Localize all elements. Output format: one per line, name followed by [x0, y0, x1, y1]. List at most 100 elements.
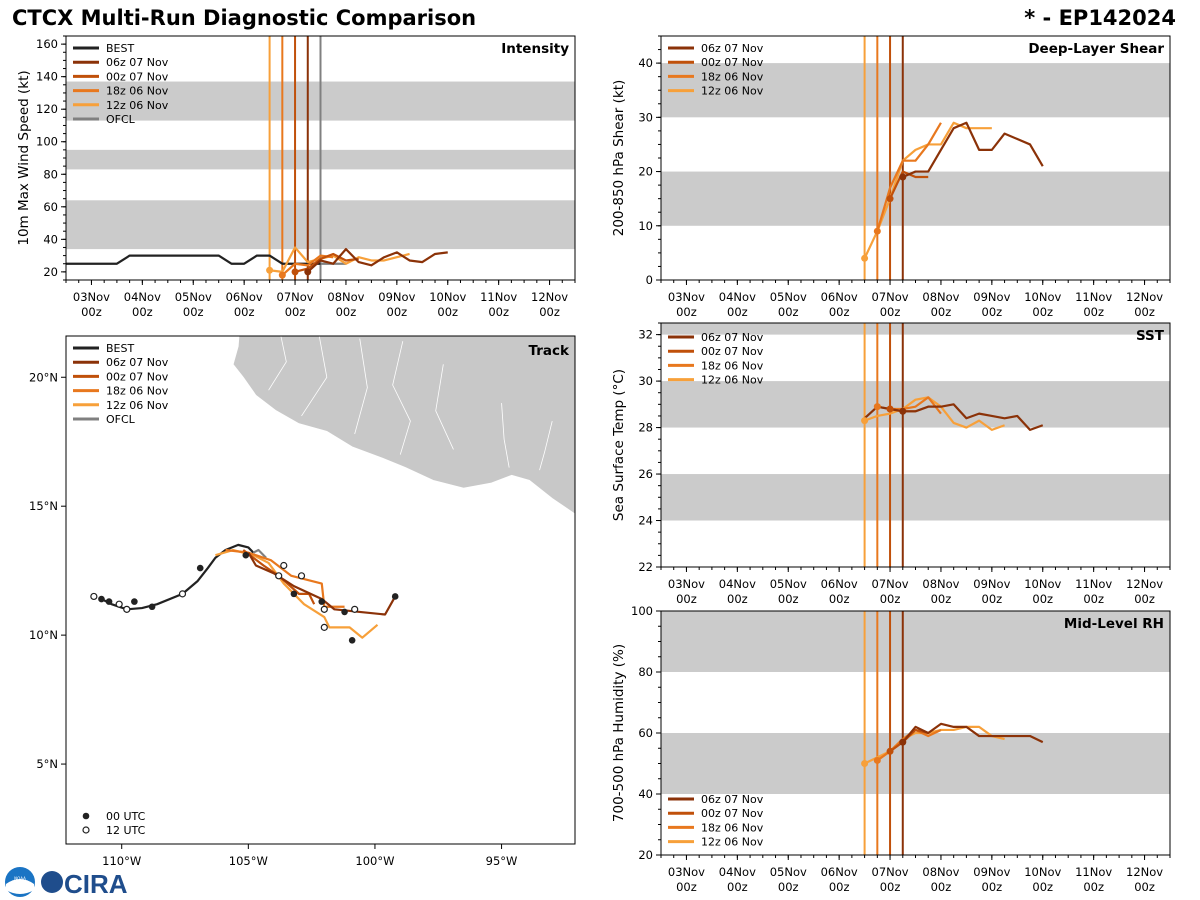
intensity-xtick-label: 00z [285, 305, 306, 319]
shear-init-marker [899, 173, 907, 181]
rh-xtick-label: 10Nov [1024, 865, 1061, 879]
track-series-ofcl [252, 548, 267, 559]
rh-xtick-label: 00z [982, 880, 1003, 894]
noaa-label: NOAA [14, 876, 26, 881]
intensity-series-r06z07 [307, 247, 448, 273]
intensity-init-marker [266, 266, 274, 274]
sst-legend-label: 12z 06 Nov [701, 374, 764, 387]
shear-xtick-label: 06Nov [821, 290, 858, 304]
intensity-legend-label: 18z 06 Nov [106, 85, 169, 98]
track-xtick-label: 100°W [355, 854, 394, 868]
sst-legend-label: 18z 06 Nov [701, 359, 764, 372]
rh-xtick-label: 05Nov [770, 865, 807, 879]
intensity-ytick-label: 20 [43, 265, 58, 279]
track-dot-12utc [297, 572, 306, 580]
shear-legend-label: 12z 06 Nov [701, 85, 764, 98]
sst-xtick-label: 00z [1032, 592, 1053, 606]
track-dot-12utc [275, 572, 283, 580]
sst-xtick-label: 09Nov [973, 577, 1010, 591]
rh-init-marker [873, 756, 881, 764]
track-dot-12utc [320, 605, 328, 613]
intensity-xtick-label: 00z [336, 305, 357, 319]
sst-xtick-label: 00z [931, 592, 952, 606]
track-legend-label-00: 00 UTC [106, 810, 146, 823]
track-legend-label: 06z 07 Nov [106, 356, 169, 369]
sst-xtick-label: 00z [727, 592, 748, 606]
track-ytick-label: 10°N [29, 628, 58, 642]
state-border [301, 336, 328, 417]
rh-xtick-label: 03Nov [668, 865, 705, 879]
rh-xtick-label: 00z [1083, 880, 1104, 894]
sst-xtick-label: 08Nov [922, 577, 959, 591]
intensity-ytick-label: 100 [36, 135, 58, 149]
sst-series-r12z06 [864, 396, 1005, 431]
cira-globe-icon [41, 871, 63, 893]
mexico-landmass [232, 336, 575, 515]
rh-series-r06z07 [901, 722, 1044, 744]
shear-legend-label: 06z 07 Nov [701, 42, 764, 55]
track-dot-12utc [320, 623, 328, 631]
track-dot-12utc [123, 605, 131, 613]
intensity-xtick-label: 05Nov [175, 290, 212, 304]
shear-series-r06z07 [902, 121, 1044, 178]
sst-xtick-label: 00z [880, 592, 901, 606]
shear-xtick-label: 12Nov [1126, 290, 1163, 304]
track-dot-00utc [148, 603, 156, 611]
sst-plot-area [661, 323, 1170, 567]
intensity-xtick-label: 00z [387, 305, 408, 319]
track-dot-12utc [351, 605, 359, 613]
track-dot-00utc [196, 564, 204, 572]
sst-ytick-label: 22 [638, 560, 653, 574]
shear-panel: 01020304003Nov00z04Nov00z05Nov00z06Nov00… [611, 35, 1171, 319]
track-dot-12utc [280, 561, 288, 570]
rh-legend-label: 18z 06 Nov [701, 821, 764, 834]
rh-xtick-label: 00z [676, 880, 697, 894]
shear-xtick-label: 00z [1083, 305, 1104, 319]
intensity-legend-label: 12z 06 Nov [106, 99, 169, 112]
shear-ytick-label: 10 [638, 219, 653, 233]
track-legend-dot-12 [82, 826, 90, 834]
sst-xtick-label: 05Nov [770, 577, 807, 591]
rh-init-marker [899, 738, 907, 746]
shear-init-marker [886, 195, 894, 203]
intensity-xtick-label: 11Nov [480, 290, 517, 304]
rh-xtick-label: 11Nov [1075, 865, 1112, 879]
intensity-legend-label: 06z 07 Nov [106, 56, 169, 69]
intensity-xtick-label: 12Nov [531, 290, 568, 304]
intensity-xtick-label: 08Nov [327, 290, 364, 304]
rh-init-marker [886, 747, 894, 755]
rh-xtick-label: 04Nov [719, 865, 756, 879]
shear-ytick-label: 30 [638, 110, 653, 124]
shear-title: Deep-Layer Shear [1028, 41, 1164, 57]
track-ytick-label: 5°N [36, 757, 58, 771]
intensity-ytick-label: 120 [36, 102, 58, 116]
cira-logo: CIRA [64, 869, 128, 899]
rh-xtick-label: 00z [829, 880, 850, 894]
track-xtick-label: 110°W [102, 854, 141, 868]
sst-title: SST [1136, 328, 1165, 344]
shear-xtick-label: 00z [829, 305, 850, 319]
rh-plot-area [661, 611, 1170, 855]
shear-xtick-label: 09Nov [973, 290, 1010, 304]
intensity-xtick-label: 00z [183, 305, 204, 319]
track-legend-label: 12z 06 Nov [106, 399, 169, 412]
rh-ytick-label: 40 [638, 787, 653, 801]
intensity-xtick-label: 07Nov [277, 290, 314, 304]
shear-xtick-label: 07Nov [872, 290, 909, 304]
shear-xtick-label: 11Nov [1075, 290, 1112, 304]
track-dot-00utc [242, 551, 250, 559]
intensity-init-marker [278, 271, 286, 279]
rh-ytick-label: 80 [638, 665, 653, 679]
rh-xtick-label: 00z [1032, 880, 1053, 894]
shear-init-marker [861, 254, 869, 262]
sst-xtick-label: 00z [1134, 592, 1155, 606]
intensity-series-r12z06 [269, 246, 410, 273]
track-series-best [100, 543, 255, 611]
sst-ytick-label: 24 [638, 514, 653, 528]
sst-legend-label: 06z 07 Nov [701, 331, 764, 344]
noaa-wave-icon [6, 879, 34, 894]
intensity-xtick-label: 00z [488, 305, 509, 319]
intensity-ytick-label: 160 [36, 37, 58, 51]
sst-xtick-label: 07Nov [872, 577, 909, 591]
sst-ytick-label: 30 [638, 374, 653, 388]
